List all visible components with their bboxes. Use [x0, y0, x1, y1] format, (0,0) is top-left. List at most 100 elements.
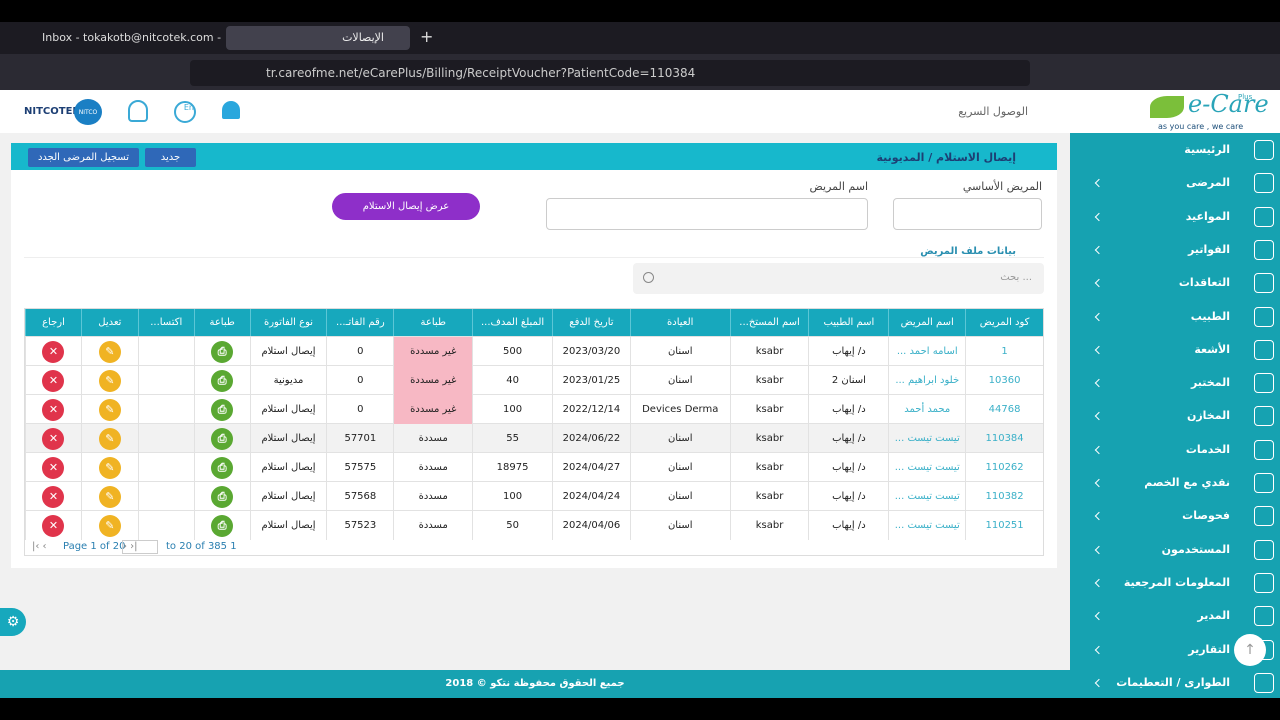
- print-button[interactable]: ⎙: [211, 485, 234, 508]
- search-box[interactable]: بحث ...: [633, 263, 1044, 294]
- menu-item[interactable]: الخدمات: [1080, 439, 1280, 462]
- menu-item[interactable]: الفواتير: [1080, 239, 1280, 262]
- tab-active[interactable]: الإيصالات: [226, 26, 410, 50]
- edit-button[interactable]: ✎: [98, 398, 121, 421]
- menu-item[interactable]: المرضى: [1080, 173, 1280, 195]
- column-header[interactable]: اكتسا...: [137, 309, 194, 336]
- main-patient-input[interactable]: [893, 198, 1042, 230]
- menu-item[interactable]: المختبر: [1080, 373, 1280, 395]
- menu-chevron: [1094, 179, 1104, 188]
- table-cell: إيصال استلام: [249, 337, 327, 366]
- menu-item[interactable]: المستخدمون: [1080, 539, 1280, 562]
- pager-controls[interactable]: |‹ ‹: [32, 541, 47, 552]
- language[interactable]: En: [174, 101, 196, 123]
- table-header: كود المريض اسم المريض اسم الطبيب اسم المستخ…: [25, 309, 1043, 336]
- scroll-top[interactable]: ↑: [1234, 634, 1266, 666]
- edit-button[interactable]: ✎: [98, 514, 121, 537]
- patient-code-link[interactable]: 10360: [965, 366, 1043, 395]
- column-header[interactable]: المبلغ المدف...: [472, 309, 552, 336]
- table-row[interactable]: 110251 تيست تيست ... د/ إيهاب ksabr اسنان 202…: [25, 510, 1043, 540]
- bell[interactable]: [222, 101, 240, 119]
- table-cell: ⎙: [193, 337, 250, 366]
- menu-item[interactable]: الطوارى / التعطيمات: [1080, 672, 1280, 695]
- column-header[interactable]: اسم المريض: [888, 309, 965, 336]
- url-box[interactable]: tr.careofme.net/eCarePlus/Billing/Receip…: [190, 60, 1030, 86]
- column-header[interactable]: اسم الطبيب: [808, 309, 888, 336]
- table-cell: ✕: [25, 511, 81, 540]
- table-row[interactable]: 110382 تيست تيست ... د/ إيهاب ksabr اسنان 202…: [25, 481, 1043, 511]
- menu-item[interactable]: الطبيب: [1080, 306, 1280, 329]
- return-button[interactable]: ✕: [42, 369, 65, 392]
- settings-button[interactable]: ⚙: [0, 608, 26, 636]
- show-button[interactable]: عرض إيصال الاستلام: [332, 193, 480, 220]
- table-cell: 57568: [326, 482, 393, 511]
- table-cell: ⎙: [193, 424, 250, 453]
- patient-code-link[interactable]: 110384: [965, 424, 1043, 453]
- table-row[interactable]: 110262 تيست تيست ... د/ إيهاب ksabr اسنان 202…: [25, 452, 1043, 482]
- menu-item[interactable]: المواعيد: [1080, 206, 1280, 229]
- menu-item[interactable]: فحوصات: [1080, 506, 1280, 528]
- menu-item[interactable]: التعاقدات: [1080, 273, 1280, 295]
- edit-button[interactable]: ✎: [98, 369, 121, 392]
- register-button[interactable]: تسجيل المرضى الجدد: [28, 148, 139, 167]
- table-cell: ksabr: [729, 395, 809, 424]
- tab[interactable]: Inbox - tokakotb@nitcotek.com - N: [42, 31, 222, 44]
- print-button[interactable]: ⎙: [211, 340, 234, 363]
- edit-button[interactable]: ✎: [98, 340, 121, 363]
- menu-item[interactable]: الأشعة: [1080, 339, 1280, 362]
- patient-code-link[interactable]: 110382: [965, 482, 1043, 511]
- table-row[interactable]: 1 اسامه احمد ... د/ إيهاب ksabr اسنان 2023/03…: [25, 336, 1043, 366]
- column-header[interactable]: نوع الفاتورة: [249, 309, 327, 336]
- menu-item[interactable]: نقدي مع الخصم: [1080, 473, 1280, 495]
- patient-name-label: اسم المريض: [809, 180, 868, 193]
- table-cell: 2024/04/06: [551, 511, 630, 540]
- patient-code-link[interactable]: 110251: [965, 511, 1043, 540]
- patient-code-link[interactable]: 1: [965, 337, 1043, 366]
- column-header[interactable]: طباعة: [193, 309, 250, 336]
- return-button[interactable]: ✕: [42, 340, 65, 363]
- return-button[interactable]: ✕: [42, 427, 65, 450]
- table-cell: 57575: [326, 453, 393, 482]
- table-row[interactable]: 10360 خلود ابراهيم ... اسنان 2 ksabr اسنان 20…: [25, 365, 1043, 395]
- print-button[interactable]: ⎙: [211, 398, 234, 421]
- column-header[interactable]: تاريخ الدفع: [551, 309, 630, 336]
- return-button[interactable]: ✕: [42, 398, 65, 421]
- column-header[interactable]: تعديل: [80, 309, 138, 336]
- edit-button[interactable]: ✎: [98, 456, 121, 479]
- menu-item[interactable]: المدير: [1080, 606, 1280, 628]
- column-header[interactable]: اسم المستخ...: [729, 309, 809, 336]
- table-cell: د/ إيهاب: [808, 337, 888, 366]
- print-button[interactable]: ⎙: [211, 514, 234, 537]
- patient-code-link[interactable]: 44768: [965, 395, 1043, 424]
- edit-button[interactable]: ✎: [98, 427, 121, 450]
- menu-item[interactable]: المعلومات المرجعية: [1080, 572, 1280, 595]
- pager-next[interactable]: › ›|: [122, 540, 158, 554]
- table-cell: ⎙: [193, 453, 250, 482]
- table-cell: اسامه احمد ...: [888, 337, 965, 366]
- quick-access[interactable]: الوصول السريع: [958, 105, 1028, 118]
- column-header[interactable]: رقم الفاتـ...: [326, 309, 393, 336]
- column-header[interactable]: ارجاع: [25, 309, 81, 336]
- new-button[interactable]: جديد: [145, 148, 196, 167]
- table-row[interactable]: 110384 تيست تيست ... د/ إيهاب ksabr اسنان 202…: [25, 423, 1043, 453]
- menu-chevron: [1094, 345, 1104, 355]
- table-cell: مسددة: [393, 482, 472, 511]
- patient-code-link[interactable]: 110262: [965, 453, 1043, 482]
- table-cell: تيست تيست ...: [888, 482, 965, 511]
- print-button[interactable]: ⎙: [211, 427, 234, 450]
- return-button[interactable]: ✕: [42, 485, 65, 508]
- menu-item[interactable]: الرئيسية: [1080, 140, 1280, 162]
- return-button[interactable]: ✕: [42, 456, 65, 479]
- column-header[interactable]: طباعة: [393, 309, 472, 336]
- print-button[interactable]: ⎙: [211, 369, 234, 392]
- column-header[interactable]: كود المريض: [965, 309, 1043, 336]
- patient-name-input[interactable]: [546, 198, 868, 230]
- table-row[interactable]: 44768 محمد أحمد د/ إيهاب ksabr Devices Derma…: [25, 394, 1043, 424]
- menu-item[interactable]: المخازن: [1080, 406, 1280, 428]
- print-button[interactable]: ⎙: [211, 456, 234, 479]
- return-button[interactable]: ✕: [42, 514, 65, 537]
- new-tab[interactable]: +: [420, 27, 434, 46]
- column-header[interactable]: العيادة: [629, 309, 730, 336]
- edit-button[interactable]: ✎: [98, 485, 121, 508]
- table-cell: اسنان: [629, 453, 730, 482]
